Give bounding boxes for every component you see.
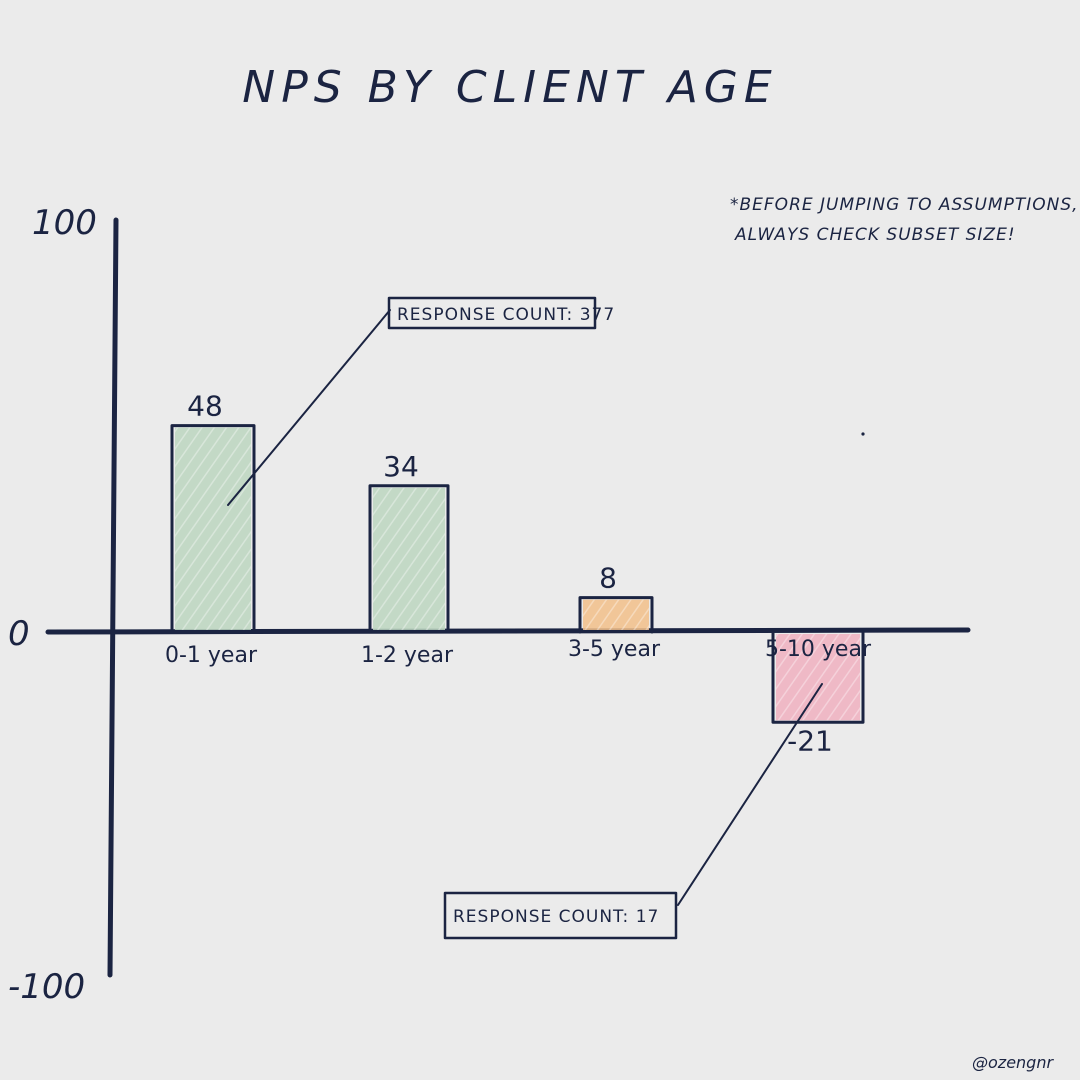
bar-hatch-3 (776, 634, 860, 721)
bars-group: 48 0-1 year 34 1-2 year 8 3-5 year -21 5-10 yea… (165, 390, 872, 758)
bar-hatch-0 (175, 427, 251, 630)
bar-hatch-1 (373, 487, 445, 630)
callout-leader-line (677, 683, 823, 906)
y-axis (107, 217, 119, 978)
x-axis (45, 627, 971, 635)
bar-value-label-2: 8 (599, 562, 617, 595)
bar-outline-0 (170, 424, 256, 634)
bar-outline-2 (578, 596, 654, 634)
subset-size-note-line-2: ALWAYS CHECK SUBSET SIZE! (734, 225, 1016, 245)
bar-value-label-3: -21 (787, 724, 833, 757)
category-label-1: 1-2 year (361, 643, 454, 668)
callout-text: RESPONSE COUNT: 17 (453, 907, 659, 927)
bar-value-label-1: 34 (383, 450, 419, 483)
category-label-2: 3-5 year (568, 637, 661, 662)
callout-response-count-0-1: RESPONSE COUNT: 377 (227, 296, 615, 506)
callout-text: RESPONSE COUNT: 377 (397, 305, 615, 325)
callout-box (443, 891, 678, 940)
bar-outline-3 (771, 630, 865, 724)
category-label-3: 5-10 year (765, 637, 872, 662)
callout-leader-line (227, 309, 391, 506)
chart-title: NPS BY CLIENT AGE (242, 62, 777, 113)
bar-hatch-2 (583, 599, 649, 630)
stray-ink-dot (861, 432, 865, 436)
bar-outline-1 (368, 484, 450, 634)
y-tick-label-top: 100 (32, 203, 97, 243)
category-label-0: 0-1 year (165, 643, 258, 668)
callout-box (387, 296, 597, 330)
subset-size-note-line-1: *BEFORE JUMPING TO ASSUMPTIONS, (730, 195, 1079, 215)
bar-value-label-0: 48 (187, 390, 223, 423)
callout-response-count-5-10: RESPONSE COUNT: 17 (443, 683, 823, 940)
y-tick-label-zero: 0 (8, 614, 30, 654)
y-tick-label-bottom: -100 (8, 967, 85, 1007)
author-credit: @ozengnr (972, 1053, 1054, 1072)
